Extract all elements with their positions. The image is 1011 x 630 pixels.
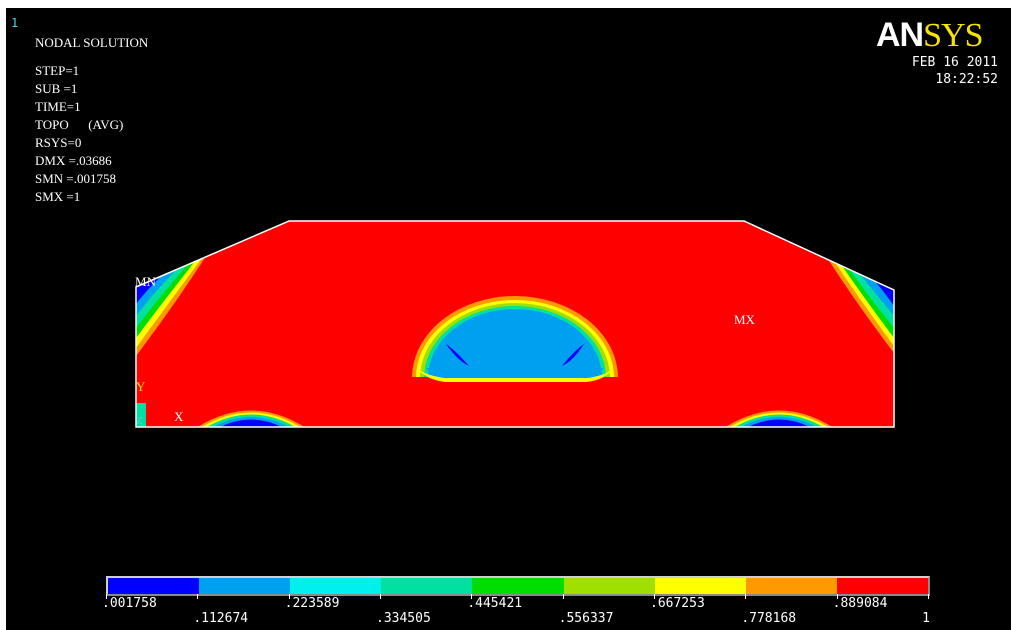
legend-tick-mark [836,594,838,599]
legend-tick-mark [562,594,564,599]
contour-plot[interactable]: MN MX Y Z X [6,8,1011,630]
info-smx: SMX =1 [35,189,81,204]
legend-tick-label: .334505 [376,611,431,626]
legend-segment [108,578,200,594]
legend-segment [836,578,928,594]
legend-tick-label: .778168 [741,611,797,626]
legend-segment [199,578,291,594]
legend-segment [745,578,837,594]
legend-segment [472,578,564,594]
max-marker: MX [734,312,756,327]
legend-tick-label: .556337 [558,611,614,626]
legend-tick-label: .445421 [467,596,523,611]
info-sub: SUB =1 [35,81,78,96]
dome-cut [406,377,626,427]
legend-tick-label: .889084 [832,596,888,611]
legend-segment [563,578,655,594]
legend-segment [381,578,473,594]
axis-x-label: X [174,409,184,424]
legend-tick-mark [197,594,199,599]
window-number: 1 [11,16,19,30]
info-dmx: DMX =.03686 [35,153,112,168]
legend-tick-mark [288,594,290,599]
dome-right-spot [562,344,584,366]
legend-tick-mark [745,594,747,599]
plot-title: NODAL SOLUTION [35,35,149,50]
ansys-logo: ANSYS [876,16,983,54]
legend-tick-mark [928,594,929,599]
min-marker: MN [135,274,157,289]
info-rsys: RSYS=0 [35,135,82,150]
model-outline [135,220,895,428]
legend-segment [290,578,382,594]
info-smn: SMN =.001758 [35,171,117,186]
dome-base-lightblue [426,368,604,378]
axis-z-label: Z [136,415,143,427]
graphics-viewport[interactable]: 1 NODAL SOLUTION STEP=1 SUB =1 TIME=1 TO… [6,8,1011,630]
info-step: STEP=1 [35,63,80,78]
info-topo: TOPO (AVG) [35,117,124,132]
contour-legend-bar [106,576,930,596]
topology-field [136,221,894,427]
legend-tick-mark [106,594,107,599]
legend-tick-mark [380,594,381,599]
dome-left-spot [446,344,469,366]
legend-segment [654,578,746,594]
legend-tick-label: 1 [922,611,930,626]
legend-tick-label: .667253 [650,596,705,611]
legend-tick-label: .001758 [102,596,157,611]
plot-time: 18:22:52 [935,72,998,87]
axis-y-label: Y [136,379,146,394]
legend-tick-mark [471,594,473,599]
legend-tick-label: .223589 [284,596,340,611]
bump-right-blue [746,419,812,427]
edge-sliver [136,403,146,427]
info-time: TIME=1 [35,99,81,114]
legend-tick-mark [654,594,655,599]
plot-date: FEB 16 2011 [911,55,998,70]
bump-left-blue [218,419,284,427]
dome-base-yellow [417,368,613,382]
legend-tick-label: .112674 [193,611,249,626]
